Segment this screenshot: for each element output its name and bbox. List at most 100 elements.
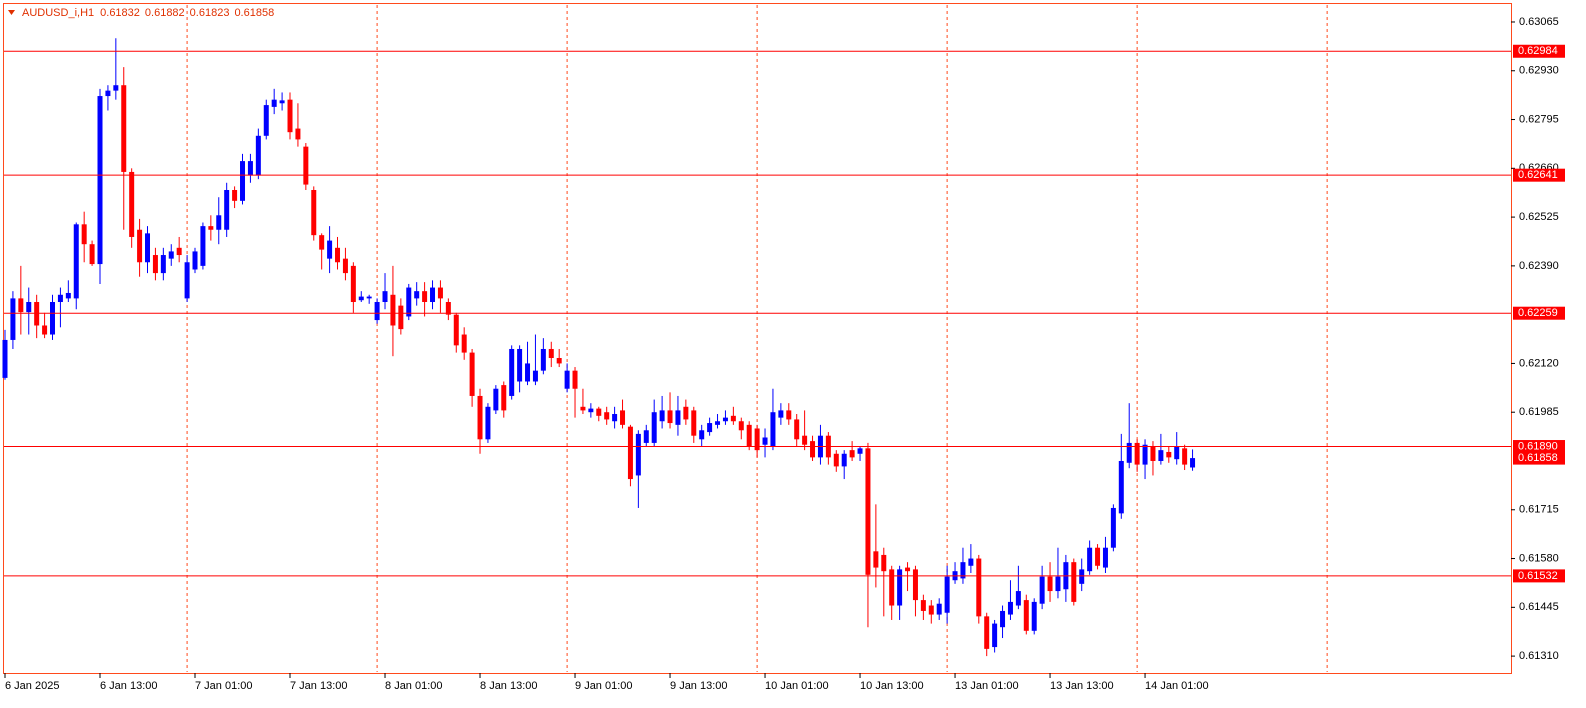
candle-body [627, 426, 633, 480]
level-label: 0.62641 [1518, 169, 1558, 181]
level-label-box [1513, 44, 1565, 58]
y-tick-label: 0.62390 [1519, 260, 1559, 272]
x-tick-label: 10 Jan 13:00 [860, 680, 924, 692]
candle-body [493, 388, 499, 411]
candle-body [1118, 460, 1124, 514]
candle-body [1150, 446, 1156, 461]
candle-body [532, 370, 538, 382]
candle-body [865, 448, 871, 575]
candle-body [247, 161, 253, 176]
candle-body [224, 189, 230, 230]
candle-body [976, 558, 982, 617]
candle-body [683, 406, 689, 420]
candle-body [208, 226, 214, 230]
candle-body [57, 294, 63, 303]
level-label-box [1513, 306, 1565, 320]
candle-body [1142, 444, 1148, 465]
candle-body [168, 251, 174, 259]
candle-body [841, 453, 847, 467]
candle-body [1190, 458, 1196, 468]
candle-body [699, 430, 705, 440]
candle-body [659, 410, 665, 422]
candle-body [778, 410, 784, 418]
candle-body [1000, 610, 1006, 628]
y-tick-label: 0.62120 [1519, 357, 1559, 369]
candle-body [406, 287, 412, 317]
candle-body [707, 423, 713, 433]
x-tick-label: 7 Jan 01:00 [195, 680, 253, 692]
candle-body [620, 410, 626, 425]
level-label-box [1513, 168, 1565, 182]
candle-body [303, 146, 309, 185]
candle-body [1047, 576, 1053, 592]
candle-body [833, 453, 839, 467]
candle-body [271, 99, 277, 107]
candle-body [580, 406, 586, 411]
candle-body [65, 292, 71, 299]
candle-body [746, 424, 752, 447]
candle-body [430, 287, 436, 303]
candle-body [635, 433, 641, 476]
level-label-box [1513, 440, 1565, 454]
y-tick-label: 0.61580 [1519, 552, 1559, 564]
candle-body [794, 419, 800, 440]
level-label: 0.61532 [1518, 570, 1558, 582]
candle-body [1182, 448, 1188, 465]
candle-body [366, 296, 372, 299]
candle-body [596, 408, 602, 416]
candle-body [295, 128, 301, 140]
last-price-label: 0.61858 [1518, 452, 1558, 464]
candle-body [422, 291, 428, 303]
candle-body [509, 348, 515, 396]
candle-body [1102, 547, 1108, 568]
y-tick-label: 0.61310 [1519, 650, 1559, 662]
x-tick-label: 9 Jan 01:00 [575, 680, 633, 692]
y-tick-label: 0.61715 [1519, 504, 1559, 516]
x-tick-label: 6 Jan 2025 [5, 680, 59, 692]
candle-body [802, 435, 808, 445]
candle-body [390, 294, 396, 326]
candle-body [461, 334, 467, 353]
candle-body [445, 302, 451, 315]
candle-body [691, 410, 697, 436]
x-tick-label: 8 Jan 01:00 [385, 680, 443, 692]
candle-body [968, 558, 974, 566]
candle-body [738, 421, 744, 431]
candle-body [1071, 562, 1077, 602]
candle-body [319, 235, 325, 250]
candle-body [770, 412, 776, 447]
level-label: 0.62984 [1518, 45, 1558, 57]
candle-body [588, 408, 594, 413]
candle-body [382, 291, 388, 303]
header-value: 0.61832 [100, 7, 140, 19]
x-tick-label: 9 Jan 13:00 [670, 680, 728, 692]
candle-body [279, 100, 285, 104]
candle-body [675, 410, 681, 425]
y-tick-label: 0.62795 [1519, 113, 1559, 125]
level-label-box [1513, 569, 1565, 583]
candle-body [612, 414, 618, 422]
candle-body [18, 298, 24, 313]
candle-body [540, 348, 546, 371]
x-tick-label: 7 Jan 13:00 [290, 680, 348, 692]
candle-body [849, 450, 855, 458]
candle-body [762, 437, 768, 445]
level-label: 0.62259 [1518, 307, 1558, 319]
candle-body [184, 262, 190, 299]
candle-body [667, 410, 673, 424]
candle-body [548, 348, 554, 359]
candle-body [920, 600, 926, 611]
candle-body [651, 412, 657, 443]
y-tick-label: 0.62930 [1519, 65, 1559, 77]
candle-body [1087, 547, 1093, 572]
candle-body [453, 314, 459, 346]
candle-body [643, 430, 649, 443]
chart-title: AUDUSD_i,H1 [22, 7, 94, 19]
candle-body [556, 358, 562, 364]
candle-body [889, 569, 895, 606]
candle-body [50, 302, 56, 335]
header-value: 0.61823 [190, 7, 230, 19]
